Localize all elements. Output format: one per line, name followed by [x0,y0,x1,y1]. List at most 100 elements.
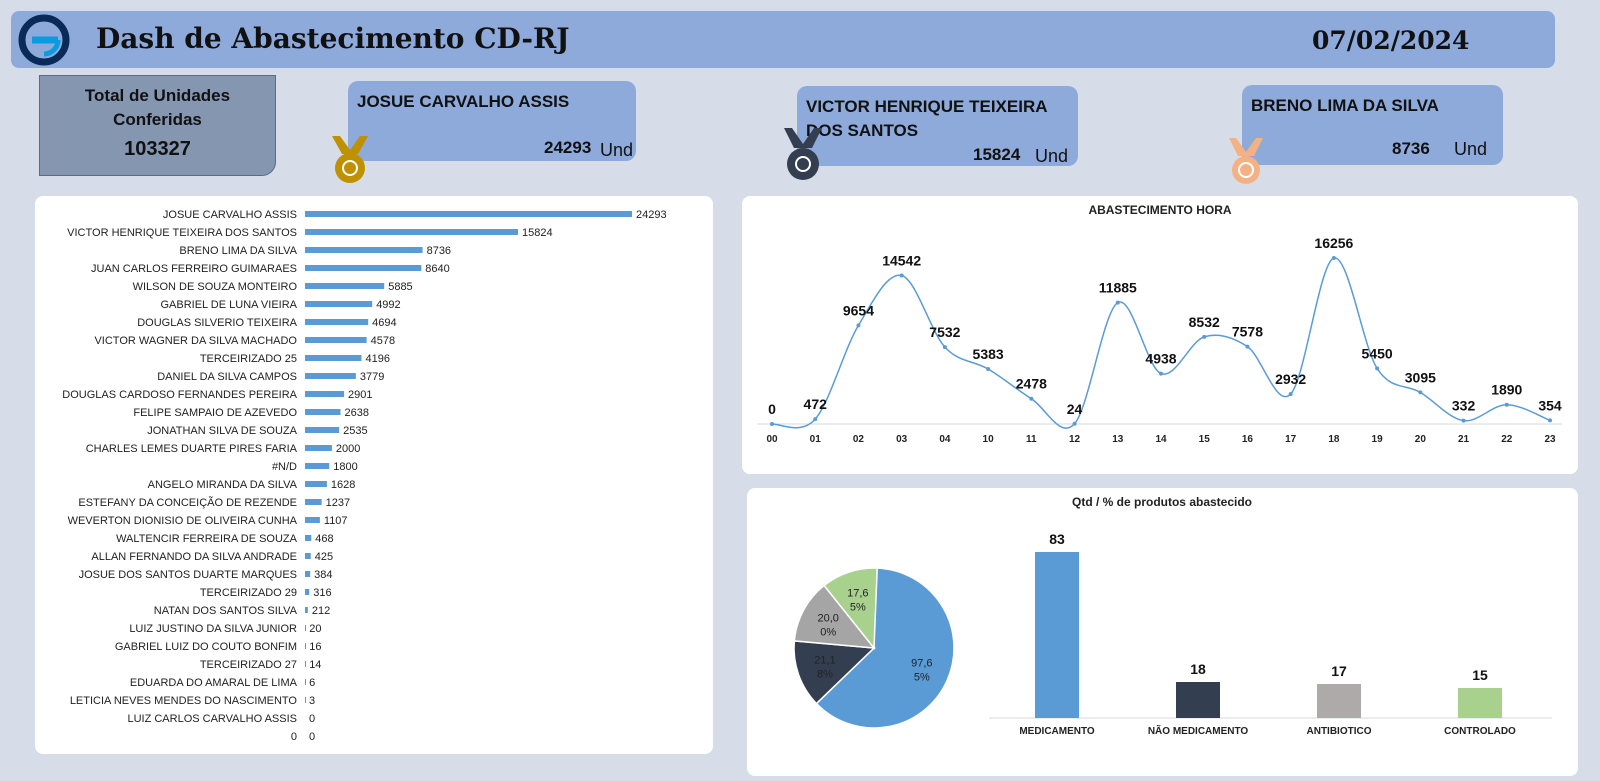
ranking-bar [305,247,423,253]
ranking-bar [305,283,385,289]
hourly-point [770,422,774,426]
ranking-name-label: LUIZ JUSTINO DA SILVA JUNIOR [129,623,297,635]
ranking-name-label: DANIEL DA SILVA CAMPOS [157,371,297,383]
podium-second-name: VICTOR HENRIQUE TEIXEIRA DOS SANTOS [806,97,1047,140]
hourly-series-line [771,257,1551,429]
podium-third-value: 8736 [1392,139,1430,158]
category-value-label: 83 [1049,531,1065,547]
ranking-bar [305,463,330,469]
hourly-panel: ABASTECIMENTO HORA 0 00 472 01 9654 02 14542 03… [742,196,1578,474]
hourly-x-tick: 10 [983,434,995,445]
pie-slice [823,567,878,651]
ranking-bar [305,661,306,667]
category-value-label: 18 [1190,661,1206,677]
category-value-label: 17 [1331,663,1347,679]
company-logo [18,14,70,66]
hourly-point [1029,396,1034,401]
products-chart: Qtd / % de produtos abastecido 97,6 5% 21,… [793,495,1552,737]
ranking-value-label: 2901 [348,389,372,401]
bronze-medal-icon [1229,138,1263,184]
hourly-value-label: 472 [804,396,828,412]
gold-medal-icon [332,136,368,183]
category-value-label: 15 [1472,667,1488,683]
hourly-x-tick: 17 [1285,434,1297,445]
ranking-bar [305,229,519,235]
ranking-value-label: 8640 [425,263,449,275]
ranking-value-label: 1628 [331,479,355,491]
hourly-x-tick: 16 [1242,434,1254,445]
category-bar [1035,552,1079,718]
hourly-x-tick: 04 [939,434,951,445]
hourly-x-tick: 21 [1458,434,1470,445]
ranking-name-label: FELIPE SAMPAIO DE AZEVEDO [133,407,297,419]
ranking-bar [305,553,311,559]
hourly-point [986,367,991,372]
category-bar [1176,682,1220,718]
hourly-x-tick: 22 [1501,434,1513,445]
ranking-name-label: DOUGLAS SILVERIO TEIXEIRA [137,317,297,329]
hourly-value-label: 5383 [973,346,1004,362]
hourly-x-tick: 01 [810,434,822,445]
hourly-point [856,323,861,328]
ranking-bar [305,535,312,541]
ranking-name-label: ESTEFANY DA CONCEIÇÃO DE REZENDE [78,496,297,509]
ranking-value-label: 468 [315,533,333,545]
podium-second-unit: Und [1035,146,1069,166]
ranking-bar [305,517,320,523]
ranking-bar [305,427,340,433]
ranking-name-label: JOSUE DOS SANTOS DUARTE MARQUES [79,569,297,581]
ranking-name-label: LETICIA NEVES MENDES DO NASCIMENTO [70,695,298,707]
hourly-x-tick: 11 [1026,434,1037,445]
ranking-name-label: BRENO LIMA DA SILVA [179,245,297,257]
pie-slice-label: 17,6 5% [847,588,868,614]
ranking-name-label: WALTENCIR FERREIRA DE SOUZA [116,533,298,545]
report-date: 07/02/2024 [1312,26,1470,55]
hourly-line-chart: ABASTECIMENTO HORA 000472019654021454203… [757,203,1562,445]
ranking-value-label: 425 [315,551,333,563]
hourly-point [1245,344,1250,349]
pie-slice-label: 20,0 0% [817,612,838,638]
ranking-name-label: LUIZ CARLOS CARVALHO ASSIS [127,713,297,725]
ranking-bar [305,697,306,703]
ranking-name-label: ALLAN FERNANDO DA SILVA ANDRADE [91,551,297,563]
ranking-name-label: TERCEIRIZADO 29 [200,587,297,599]
ranking-value-label: 1800 [333,461,357,473]
ranking-name-label: JONATHAN SILVA DE SOUZA [147,425,297,437]
ranking-bar [305,607,308,613]
hourly-point [1461,418,1466,423]
ranking-name-label: GABRIEL LUIZ DO COUTO BONFIM [115,641,297,653]
ranking-value-label: 384 [314,569,332,581]
category-x-label: NÃO MEDICAMENTO [1148,724,1249,737]
pie-slice [815,567,955,729]
hourly-x-tick: 18 [1328,434,1340,445]
pie-slice-label: 97,6 5% [911,657,932,683]
pie-slice [793,640,876,705]
pie-slice-label: 21,1 8% [814,654,835,680]
ranking-value-label: 0 [309,713,315,725]
ranking-name-label: JOSUE CARVALHO ASSIS [163,209,297,221]
hourly-point [1375,366,1380,371]
ranking-bar [305,409,341,415]
hourly-value-label: 11885 [1099,280,1137,296]
hourly-value-label: 332 [1452,398,1476,414]
ranking-bar [305,391,345,397]
hourly-x-tick: 15 [1199,434,1211,445]
podium-third-unit: Und [1454,139,1488,159]
hourly-point [1288,392,1293,397]
hourly-point [1202,334,1207,339]
ranking-value-label: 1107 [324,515,348,527]
ranking-value-label: 6 [309,677,315,689]
hourly-point [899,273,904,278]
ranking-bar [305,679,306,685]
ranking-name-label: VICTOR HENRIQUE TEIXEIRA DOS SANTOS [67,227,297,239]
hourly-point [1115,300,1120,305]
hourly-chart-title: ABASTECIMENTO HORA [1088,203,1231,217]
ranking-value-label: 2638 [345,407,369,419]
ranking-bar [305,373,356,379]
podium-first-name: JOSUE CARVALHO ASSIS [357,92,570,111]
ranking-bar [305,589,310,595]
hourly-value-label: 3095 [1405,369,1436,385]
podium-card-first: JOSUE CARVALHO ASSIS 24293 Und [348,81,636,161]
hourly-point [1418,390,1423,395]
hourly-value-label: 24 [1067,401,1083,417]
